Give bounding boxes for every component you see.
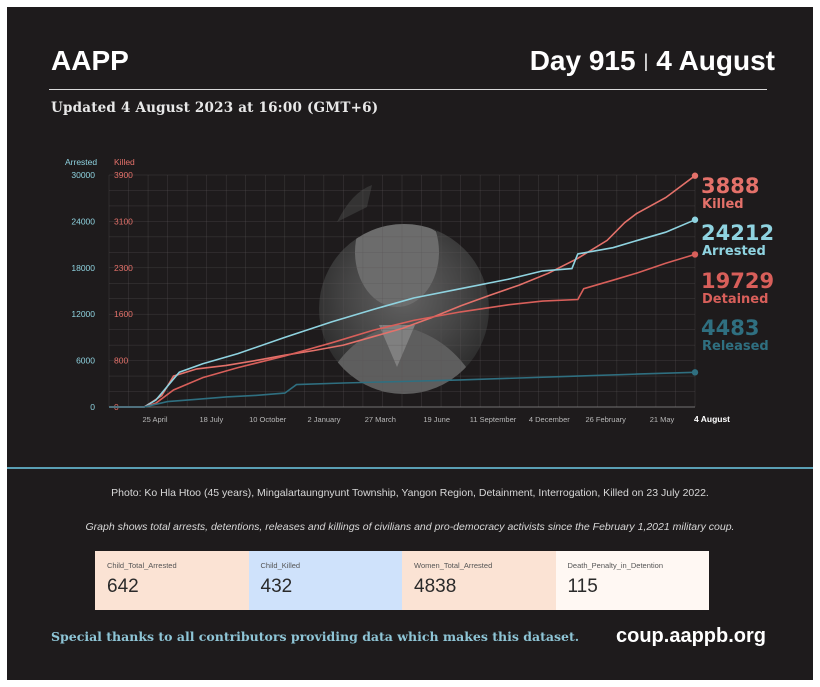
section-divider (7, 467, 813, 469)
arrested-tick-label: 18000 (71, 263, 95, 273)
arrested-axis-label: Arrested (65, 157, 97, 167)
stat-value: 4838 (414, 576, 457, 597)
x-tick-label: 18 July (199, 415, 223, 424)
value-label-name: Detained (702, 292, 768, 307)
killed-axis-label: Killed (114, 157, 135, 167)
value-label-number: 4483 (701, 316, 759, 340)
series-lines (109, 172, 699, 408)
value-label-number: 19729 (701, 269, 774, 293)
stat-value: 432 (260, 576, 293, 597)
stat-label: Women_Total_Arrested (414, 561, 493, 570)
series-endpoint-killed (691, 172, 699, 179)
stat-child-total-arrested: Child_Total_Arrested 642 (95, 551, 249, 610)
x-tick-label: 2 January (308, 415, 341, 424)
value-label-name: Arrested (702, 244, 766, 259)
value-label-name: Killed (702, 197, 744, 212)
x-tick-label: 10 October (249, 415, 287, 424)
series-endpoint-detained (691, 251, 699, 258)
stat-death-penalty-in-detention: Death_Penalty_in_Detention 115 (555, 551, 709, 610)
killed-tick-label: 3100 (114, 216, 133, 226)
x-tick-label: 26 February (585, 415, 626, 424)
stat-label: Child_Total_Arrested (107, 561, 177, 570)
updated-timestamp: Updated 4 August 2023 at 16:00 (GMT+6) (51, 100, 379, 116)
x-tick-label: 19 June (423, 415, 450, 424)
stat-value: 115 (567, 576, 598, 597)
date-label: 4 August (656, 45, 775, 76)
series-endpoint-released (691, 369, 699, 376)
photo-caption: Photo: Ko Hla Htoo (45 years), Mingalart… (111, 487, 709, 499)
stat-label: Child_Killed (260, 561, 301, 570)
day-separator: | (643, 51, 649, 71)
killed-tick-label: 1600 (114, 309, 133, 319)
series-line-detained (109, 253, 696, 408)
stat-value: 642 (107, 576, 139, 597)
x-tick-label: 27 March (365, 415, 396, 424)
graph-description: Graph shows total arrests, detentions, r… (85, 521, 735, 533)
stat-child-killed: Child_Killed 432 (248, 551, 402, 610)
brand-title: AAPP (51, 45, 129, 76)
website-link[interactable]: coup.aappb.org (616, 625, 766, 647)
value-label-number: 3888 (701, 174, 759, 198)
series-line-killed (109, 175, 696, 408)
arrested-axis-ticks: 30000 24000 18000 12000 6000 0 (71, 170, 95, 412)
value-label-number: 24212 (701, 221, 774, 245)
killed-tick-label: 2300 (114, 263, 133, 273)
killed-tick-label: 3900 (114, 170, 133, 180)
killed-tick-label: 800 (114, 356, 128, 366)
x-tick-label: 11 September (470, 415, 517, 424)
value-label-name: Released (702, 339, 769, 354)
chart-grid (108, 174, 696, 408)
series-endpoint-arrested (691, 216, 699, 223)
date-axis-ticks: 25 April 18 July 10 October 2 January 27 Mar… (142, 414, 730, 424)
x-tick-label: 25 April (142, 415, 167, 424)
series-line-released (109, 371, 696, 408)
cumulative-line-chart: 30000 24000 18000 12000 6000 0 3900 3100 2300 16… (65, 157, 774, 424)
arrested-tick-label: 0 (90, 402, 95, 412)
series-line-arrested (109, 219, 696, 408)
arrested-tick-label: 30000 (71, 170, 95, 180)
stats-bar: Child_Total_Arrested 642 Child_Killed 43… (95, 551, 709, 610)
x-tick-label: 4 August (694, 414, 730, 424)
stat-women-total-arrested: Women_Total_Arrested 4838 (402, 551, 556, 610)
arrested-tick-label: 24000 (71, 216, 95, 226)
arrested-tick-label: 12000 (71, 309, 95, 319)
day-date-heading: Day 915 | 4 August (530, 45, 775, 77)
x-tick-label: 4 December (529, 415, 570, 424)
arrested-tick-label: 6000 (76, 356, 95, 366)
stat-label: Death_Penalty_in_Detention (567, 561, 664, 570)
x-tick-label: 21 May (650, 415, 675, 424)
day-count: Day 915 (529, 45, 636, 76)
thanks-note: Special thanks to all contributors provi… (51, 629, 580, 644)
title-divider (49, 89, 767, 90)
infographic-frame: AAPP Day 915 | 4 August Updated 4 August 2… (7, 7, 813, 680)
portrait-photo (319, 185, 489, 394)
